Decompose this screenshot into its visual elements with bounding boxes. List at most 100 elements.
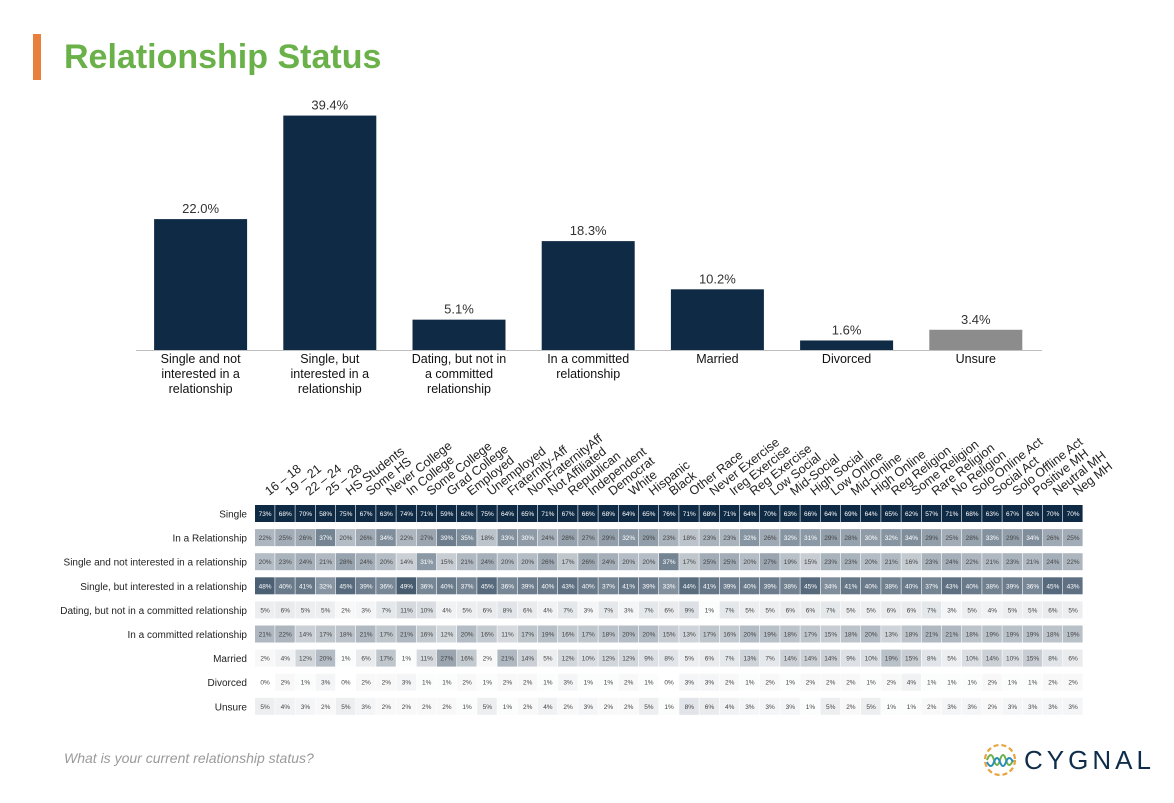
heat-cell-label: 62% — [905, 511, 918, 518]
heat-cell — [457, 673, 477, 691]
heat-cell — [517, 601, 538, 619]
heat-cell — [921, 625, 942, 643]
heat-cell — [921, 529, 942, 547]
heat-cell-label: 6% — [361, 656, 371, 663]
heat-cell-label: 4% — [907, 680, 917, 687]
heat-cell — [416, 529, 437, 547]
heat-cell-label: 20% — [865, 559, 878, 566]
heat-cell — [840, 601, 861, 619]
heat-cell — [335, 529, 356, 547]
heat-cell — [618, 673, 639, 691]
heat-cell-label: 18% — [602, 632, 615, 639]
heat-cell-label: 5% — [765, 607, 775, 614]
heat-cell-label: 3% — [967, 704, 977, 711]
heat-cell — [255, 649, 275, 667]
heat-cell — [578, 625, 598, 643]
heat-cell — [638, 649, 659, 667]
heat-cell-label: 7% — [765, 656, 775, 663]
heat-cell-label: 71% — [683, 511, 696, 518]
heat-cell — [1002, 697, 1022, 715]
heat-cell — [436, 577, 457, 595]
heat-cell-label: 2% — [927, 704, 937, 711]
heat-cell-label: 1% — [866, 680, 876, 687]
heat-cell-label: 25% — [279, 535, 292, 542]
heat-cell-label: 2% — [765, 680, 775, 687]
heat-cell — [1002, 529, 1022, 547]
heat-cell — [255, 529, 275, 547]
heat-cell-label: 16% — [420, 632, 433, 639]
heat-cell — [760, 601, 780, 619]
heat-cell-label: 1% — [301, 680, 311, 687]
heat-cell — [760, 505, 780, 522]
row-label: Single, but interested in a relationship — [80, 582, 247, 593]
heat-cell-label: 20% — [622, 559, 635, 566]
heat-cell-label: 68% — [279, 511, 292, 518]
heat-cell-label: 17% — [683, 559, 696, 566]
heat-cell-label: 7% — [604, 607, 614, 614]
heat-cell-label: 16% — [461, 656, 474, 663]
bar — [929, 329, 1023, 350]
heat-cell-label: 5% — [260, 607, 270, 614]
heat-cell-label: 14% — [986, 656, 999, 663]
heat-cell — [739, 577, 760, 595]
heat-cell-label: 5% — [967, 607, 977, 614]
heat-cell-label: 18% — [683, 535, 696, 542]
heat-cell — [558, 697, 578, 715]
heat-cell-label: 14% — [804, 656, 817, 663]
heat-cell-label: 2% — [442, 704, 452, 711]
heat-cell-label: 28% — [966, 535, 979, 542]
heat-cell — [719, 673, 740, 691]
heat-cell-label: 5% — [543, 656, 553, 663]
heat-cell — [396, 673, 416, 691]
heat-cell-label: 38% — [784, 583, 797, 590]
heat-cell — [659, 649, 679, 667]
heat-cell-label: 2% — [624, 704, 634, 711]
heat-cell-label: 23% — [663, 535, 676, 542]
heat-cell — [881, 673, 901, 691]
heat-cell-label: 35% — [461, 535, 474, 542]
heat-cell — [800, 649, 820, 667]
heat-cell-label: 24% — [602, 559, 615, 566]
heat-cell — [295, 673, 315, 691]
heat-cell — [477, 697, 497, 715]
heat-cell — [861, 577, 881, 595]
heat-cell-label: 68% — [602, 511, 615, 518]
heat-cell — [1042, 625, 1063, 643]
heat-cell-label: 70% — [764, 511, 777, 518]
heat-cell-label: 2% — [503, 680, 513, 687]
heat-cell-label: 3% — [1048, 704, 1058, 711]
heat-cell-label: 15% — [905, 656, 918, 663]
heat-cell — [800, 529, 820, 547]
heat-cell-label: 37% — [461, 583, 474, 590]
heat-cell — [396, 577, 416, 595]
heat-cell-label: 2% — [462, 680, 472, 687]
heat-cell — [820, 673, 841, 691]
heat-cell — [537, 673, 558, 691]
heat-cell-label: 7% — [725, 607, 735, 614]
heat-cell — [376, 505, 396, 522]
heat-cell — [416, 673, 437, 691]
heat-cell-label: 36% — [420, 583, 433, 590]
heat-cell-label: 13% — [743, 656, 756, 663]
heat-cell-label: 2% — [260, 656, 270, 663]
heat-cell — [982, 697, 1002, 715]
heat-cell-label: 2% — [422, 704, 432, 711]
heat-cell-label: 17% — [380, 632, 393, 639]
heat-cell — [315, 625, 336, 643]
heat-cell-label: 75% — [481, 511, 494, 518]
heat-cell-label: 20% — [622, 632, 635, 639]
heat-cell — [861, 625, 881, 643]
heat-cell — [558, 553, 578, 571]
cygnal-logo: CYGNAL — [980, 738, 1155, 782]
heat-cell-label: 0% — [664, 680, 674, 687]
heat-cell-label: 45% — [481, 583, 494, 590]
bar — [670, 289, 764, 350]
heat-cell — [901, 505, 921, 522]
heat-cell-label: 66% — [804, 511, 817, 518]
heat-cell — [356, 649, 376, 667]
heat-cell-label: 17% — [562, 559, 575, 566]
heat-cell-label: 6% — [907, 607, 917, 614]
heat-cell — [719, 601, 740, 619]
heat-cell — [699, 625, 719, 643]
heat-cell — [659, 553, 679, 571]
